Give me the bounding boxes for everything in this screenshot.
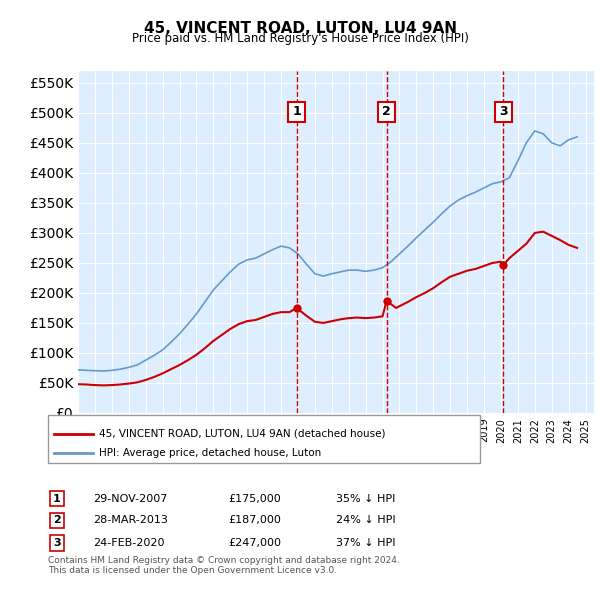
Text: 24-FEB-2020: 24-FEB-2020	[93, 538, 164, 548]
Text: Price paid vs. HM Land Registry's House Price Index (HPI): Price paid vs. HM Land Registry's House …	[131, 32, 469, 45]
Text: 29-NOV-2007: 29-NOV-2007	[93, 494, 167, 503]
Text: 37% ↓ HPI: 37% ↓ HPI	[336, 538, 395, 548]
Text: 45, VINCENT ROAD, LUTON, LU4 9AN: 45, VINCENT ROAD, LUTON, LU4 9AN	[143, 21, 457, 35]
Text: 2: 2	[53, 516, 61, 525]
Text: 2: 2	[382, 106, 391, 119]
Text: 24% ↓ HPI: 24% ↓ HPI	[336, 516, 395, 525]
Text: 1: 1	[53, 494, 61, 503]
Text: HPI: Average price, detached house, Luton: HPI: Average price, detached house, Luto…	[99, 448, 321, 457]
Text: 28-MAR-2013: 28-MAR-2013	[93, 516, 168, 525]
Text: £187,000: £187,000	[228, 516, 281, 525]
Text: 45, VINCENT ROAD, LUTON, LU4 9AN (detached house): 45, VINCENT ROAD, LUTON, LU4 9AN (detach…	[99, 429, 386, 438]
Text: HPI: Average price, detached house, Luton: HPI: Average price, detached house, Luto…	[99, 448, 321, 457]
Text: £247,000: £247,000	[228, 538, 281, 548]
Text: £175,000: £175,000	[228, 494, 281, 503]
Text: 45, VINCENT ROAD, LUTON, LU4 9AN (detached house): 45, VINCENT ROAD, LUTON, LU4 9AN (detach…	[99, 429, 386, 438]
Text: 3: 3	[53, 538, 61, 548]
Text: 3: 3	[499, 106, 508, 119]
Text: Contains HM Land Registry data © Crown copyright and database right 2024.
This d: Contains HM Land Registry data © Crown c…	[48, 556, 400, 575]
Text: 35% ↓ HPI: 35% ↓ HPI	[336, 494, 395, 503]
Text: 1: 1	[292, 106, 301, 119]
